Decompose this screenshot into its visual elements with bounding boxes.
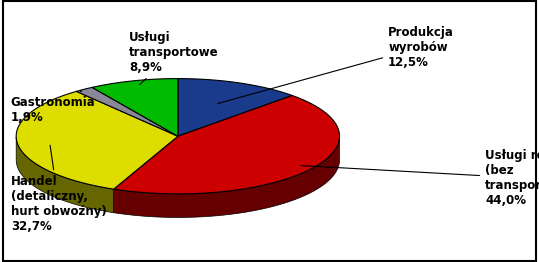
Polygon shape <box>114 137 340 217</box>
Polygon shape <box>77 88 178 136</box>
Polygon shape <box>92 79 178 136</box>
Text: Handel
(detaliczny,
hurt obwoźny)
32,7%: Handel (detaliczny, hurt obwoźny) 32,7% <box>11 145 107 233</box>
Text: Usługi różne
(bez
transportu)
44,0%: Usługi różne (bez transportu) 44,0% <box>301 149 539 207</box>
Text: Gastronomia
1,9%: Gastronomia 1,9% <box>11 91 95 124</box>
Polygon shape <box>114 95 340 194</box>
Polygon shape <box>16 137 114 213</box>
Text: Produkcja
wyrobów
12,5%: Produkcja wyrobów 12,5% <box>218 26 454 103</box>
Polygon shape <box>178 79 292 136</box>
Text: Usługi
transportowe
8,9%: Usługi transportowe 8,9% <box>129 31 219 84</box>
Polygon shape <box>16 91 178 189</box>
